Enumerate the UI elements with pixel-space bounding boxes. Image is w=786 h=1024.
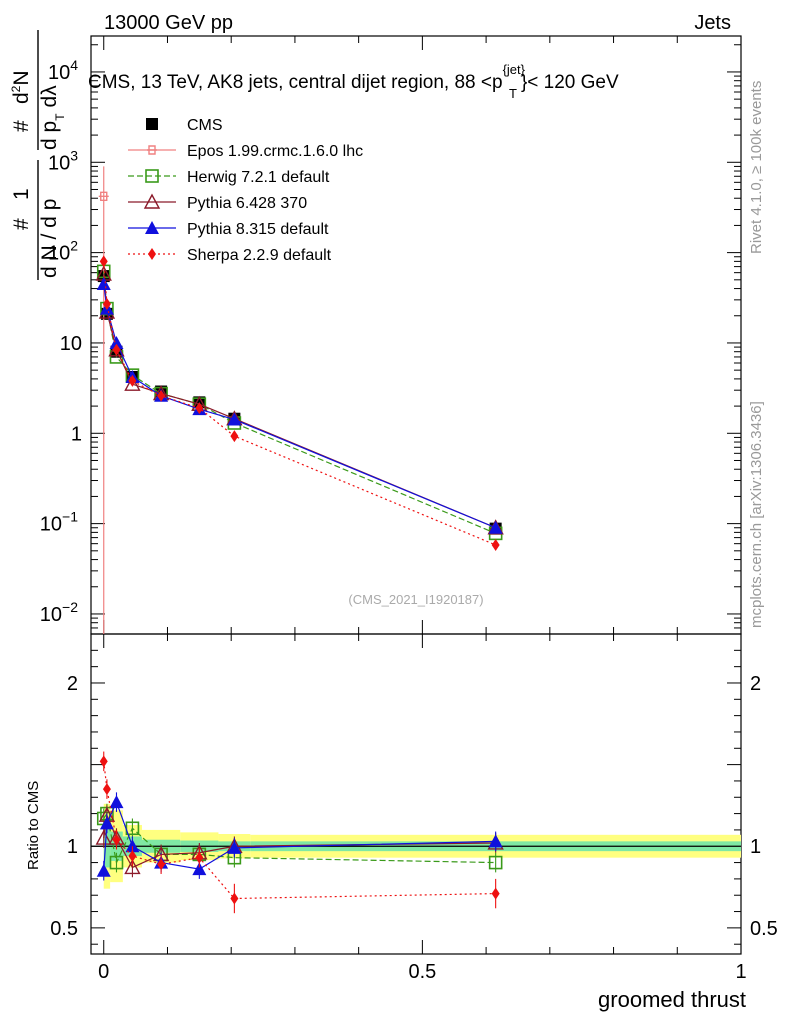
ratio-point	[488, 834, 503, 848]
main-y-axis-label: # 1 d N / d p # d2N d pTdλ	[9, 30, 67, 280]
ratio-point	[227, 840, 242, 854]
legend-label: Sherpa 2.2.9 default	[187, 247, 332, 264]
ratio-y-tick-label-right: 1	[750, 836, 761, 858]
data-point	[488, 520, 503, 534]
ratio-y-tick-label-right: 2	[750, 673, 761, 695]
legend-marker	[147, 145, 157, 155]
y-tick-label: 1	[71, 423, 82, 445]
ratio-point	[102, 783, 111, 796]
chart-title: CMS, 13 TeV, AK8 jets, central dijet reg…	[88, 62, 619, 101]
y-label-dpt-dlambda: d pTdλ	[38, 85, 67, 150]
ratio-point	[157, 858, 166, 871]
ratio-point	[95, 829, 112, 845]
data-point	[102, 297, 111, 310]
ratio-point	[109, 855, 124, 870]
legend-label: Epos 1.99.crmc.1.6.0 lhc	[187, 143, 363, 160]
data-point	[98, 191, 109, 202]
legend: CMS Epos 1.99.crmc.1.6.0 lhc Herwig 7.2.1 …	[128, 117, 363, 264]
ratio-point	[230, 892, 239, 905]
ratio-point	[112, 833, 121, 846]
ratio-point	[99, 816, 114, 830]
main-series-group	[95, 166, 504, 634]
ratio-y-tick-label-right: 0.5	[750, 918, 778, 940]
data-point	[124, 375, 141, 391]
ratio-point	[109, 795, 124, 809]
energy-label: 13000 GeV pp	[104, 12, 233, 34]
data-point	[99, 255, 108, 268]
ratio-point	[128, 850, 137, 863]
series-herwig	[96, 264, 503, 541]
y-tick-label: 10−2	[40, 599, 78, 626]
legend-marker	[145, 169, 159, 183]
data-point	[109, 335, 124, 349]
series-line	[103, 271, 496, 534]
ratio-point	[491, 887, 500, 900]
ratio-series-group	[95, 751, 504, 914]
analysis-id: (CMS_2021_I1920187)	[348, 592, 483, 607]
data-point	[96, 276, 111, 290]
x-axis-label: groomed thrust	[598, 987, 746, 1012]
ratio-y-axis-label: Ratio to CMS	[25, 781, 42, 870]
main-y-ticks: 10−2 10−1 1 10 102 103 104	[40, 36, 742, 635]
ratio-y-tick-label: 0.5	[50, 918, 78, 940]
ratio-series-sherpa	[99, 751, 500, 914]
y-tick-label: 103	[48, 147, 78, 174]
ratio-point	[195, 851, 204, 864]
ratio-point	[125, 839, 140, 853]
y-label-dN: d2N	[9, 70, 33, 104]
legend-label: Pythia 6.428 370	[187, 195, 307, 212]
data-point	[227, 412, 242, 426]
ratio-y-tick-label: 1	[67, 836, 78, 858]
legend-label: Herwig 7.2.1 default	[187, 169, 330, 186]
y-tick-label: 10−1	[40, 509, 78, 536]
legend-label: Pythia 8.315 default	[187, 221, 329, 238]
x-tick-label: 0	[98, 961, 109, 983]
ratio-point	[124, 858, 141, 875]
series-line	[103, 283, 496, 529]
x-tick-label: 0.5	[408, 961, 436, 983]
category-label: Jets	[694, 12, 731, 34]
mcplots-label: mcplots.cern.ch [arXiv:1306.3436]	[748, 401, 765, 628]
data-point	[128, 374, 137, 387]
y-tick-label: 10	[60, 333, 82, 355]
ratio-ticks: 0.5 0.51 12 20 0.5 1	[50, 634, 778, 983]
y-tick-label: 102	[48, 238, 78, 265]
ratio-series-py8	[96, 792, 503, 881]
data-point	[230, 430, 239, 443]
legend-marker	[145, 221, 159, 234]
ratio-point	[192, 862, 207, 876]
series-data	[97, 270, 502, 535]
series-epos	[98, 166, 109, 634]
ratio-point	[99, 755, 108, 768]
series-py8	[96, 276, 503, 534]
y-label-one: 1	[10, 188, 33, 200]
y-label-dn-dpt: d N / d p	[38, 199, 61, 278]
data-point	[491, 538, 500, 551]
ratio-point	[96, 863, 111, 877]
ratio-point	[488, 855, 503, 870]
y-tick-label: 104	[48, 57, 78, 84]
y-label-hash2: #	[10, 120, 33, 132]
legend-marker	[143, 193, 161, 209]
data-point	[112, 343, 121, 356]
series-sherpa	[99, 255, 500, 551]
legend-label: CMS	[187, 117, 223, 134]
legend-marker	[148, 248, 156, 260]
ratio-plot-frame	[90, 633, 742, 955]
y-label-hash1: #	[10, 218, 33, 230]
data-point	[195, 402, 204, 415]
ratio-line	[103, 761, 496, 900]
series-line	[103, 261, 496, 546]
rivet-label: Rivet 4.1.0, ≥ 100k events	[748, 81, 765, 254]
legend-marker	[146, 118, 158, 130]
ratio-y-tick-label: 2	[67, 673, 78, 695]
x-tick-label: 1	[735, 961, 746, 983]
data-point	[157, 389, 166, 402]
